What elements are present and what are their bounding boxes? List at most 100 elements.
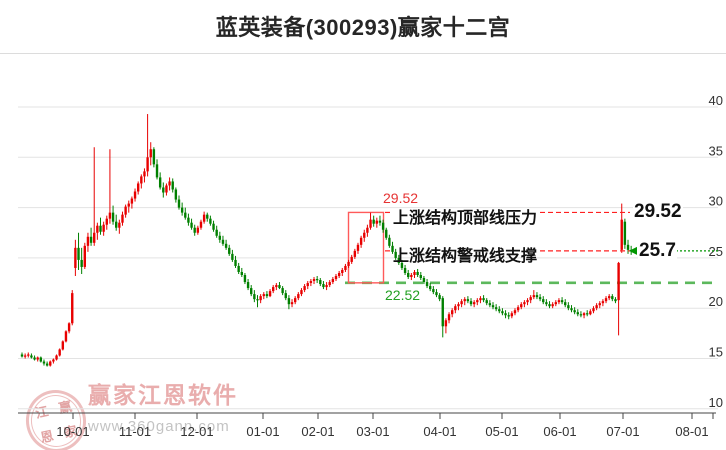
watermark-url: www.360gann.com (88, 418, 230, 435)
title-divider (0, 53, 726, 54)
candle (507, 312, 510, 320)
candle (140, 174, 143, 189)
candle (89, 227, 93, 246)
candle (77, 232, 80, 270)
candle (30, 353, 33, 359)
candle (337, 270, 341, 279)
candle (243, 272, 247, 285)
candle (199, 219, 203, 230)
warning-line-price-annotation: 22.52 (385, 287, 421, 303)
candle (124, 204, 127, 218)
candle (212, 220, 215, 232)
candle (586, 310, 589, 317)
x-axis-tick-label: 10-01 (56, 424, 89, 439)
candle (425, 279, 429, 289)
x-axis-tick-label: 12-01 (180, 424, 213, 439)
candle (466, 296, 470, 304)
candle (520, 302, 523, 310)
candle (573, 307, 576, 315)
candle (275, 283, 278, 291)
candle (447, 312, 451, 324)
candle (268, 289, 272, 298)
y-axis-tick-label: 10 (709, 395, 723, 410)
candle (394, 248, 397, 260)
candle (372, 215, 375, 227)
candle (86, 232, 90, 252)
candle (359, 235, 363, 248)
candle (331, 277, 335, 285)
y-axis-tick-label: 40 (709, 93, 723, 108)
candle (290, 299, 294, 308)
candle (623, 218, 627, 249)
candle (416, 268, 419, 278)
candle (74, 239, 77, 277)
candle (193, 224, 196, 236)
candle (494, 304, 498, 312)
candle (23, 353, 27, 359)
candle (419, 271, 422, 281)
candle (177, 195, 181, 210)
candle (564, 299, 567, 308)
candle (381, 219, 385, 233)
page-title: 蓝英装备(300293)赢家十二宫 (215, 15, 511, 40)
candle (407, 269, 410, 280)
candle (202, 211, 206, 224)
candle (184, 207, 187, 220)
watermark-brand: 赢家江恩软件 (88, 382, 238, 408)
candle (469, 298, 473, 307)
candle (319, 278, 322, 287)
candle (403, 264, 407, 276)
candle (560, 297, 564, 305)
candle (554, 300, 557, 307)
candle (413, 269, 416, 279)
candle (344, 263, 347, 272)
candle (589, 309, 592, 316)
candle (595, 303, 598, 311)
candle (532, 290, 536, 300)
candle (61, 340, 65, 351)
candle (400, 259, 404, 270)
candle (378, 215, 382, 226)
candle (111, 205, 115, 225)
last-price-arrow (629, 246, 637, 255)
candle (262, 292, 265, 300)
candle (369, 212, 372, 230)
y-axis-tick-label: 25 (709, 244, 723, 259)
candle (250, 285, 253, 297)
candle (598, 301, 601, 309)
candle (523, 300, 526, 308)
candle (429, 283, 432, 292)
candle (513, 308, 517, 316)
candle (476, 298, 479, 306)
candle (49, 360, 52, 367)
candle (322, 281, 325, 290)
candle (545, 299, 548, 307)
candle (52, 358, 55, 364)
candle (491, 302, 495, 310)
candle (39, 356, 43, 363)
support-structure-label: 上涨结构警戒线支撑 (393, 248, 538, 265)
candle (363, 229, 366, 242)
x-axis-tick-label: 03-01 (356, 424, 389, 439)
candle (55, 354, 58, 361)
candle (410, 272, 413, 281)
y-axis-tick-label: 20 (709, 294, 723, 309)
candle (454, 304, 457, 314)
candle (325, 282, 328, 291)
candle (209, 215, 212, 226)
x-axis-tick-label: 05-01 (485, 424, 518, 439)
candle (498, 306, 501, 314)
candle (328, 280, 331, 288)
candle (221, 235, 225, 246)
candle (278, 282, 281, 290)
x-axis-tick-label: 04-01 (423, 424, 456, 439)
candle (237, 262, 240, 274)
candle (281, 286, 284, 296)
candle (284, 290, 287, 301)
candle (309, 279, 313, 287)
candle (108, 149, 112, 224)
candle (224, 239, 228, 250)
candle (42, 359, 46, 366)
candle (127, 200, 130, 213)
